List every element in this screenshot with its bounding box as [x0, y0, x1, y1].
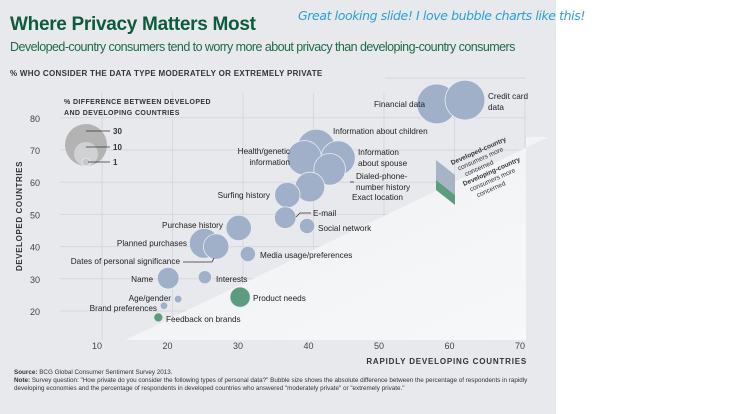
bubble-label: Name: [131, 275, 153, 284]
bubbles: [153, 79, 486, 323]
y-tick-label: 20: [30, 307, 40, 317]
bubble-label: Age/gender: [129, 294, 172, 303]
bubble-feedback-on-brands[interactable]: [153, 312, 164, 323]
bubble-label: Information about children: [333, 127, 428, 136]
bubble-label: Interests: [216, 275, 247, 284]
x-tick-label: 40: [303, 341, 313, 351]
x-tick-label: 30: [233, 341, 243, 351]
bubble-label: Social network: [318, 224, 372, 233]
size-legend-label-10: 10: [113, 143, 122, 152]
bubble-label: Purchase history: [162, 221, 224, 230]
size-legend-title-2: AND DEVELOPING COUNTRIES: [64, 110, 180, 117]
bubble-label: Media usage/preferences: [260, 251, 352, 260]
bubble-label: Planned purchases: [117, 239, 187, 248]
developing-region-swatch: [436, 180, 455, 205]
bubble-label: Health/genetic information: [238, 147, 291, 167]
bubble-label: Brand preferences: [90, 304, 157, 313]
bubble-surfing-history[interactable]: [274, 181, 301, 209]
bubble-purchase-history[interactable]: [225, 214, 252, 242]
bubble-label: Dates of personal significance: [71, 257, 181, 266]
chart-title: % WHO CONSIDER THE DATA TYPE MODERATELY …: [10, 69, 323, 78]
source-label: Source:: [14, 369, 38, 376]
x-axis-label: RAPIDLY DEVELOPING COUNTRIES: [366, 357, 527, 366]
bubble-e-mail[interactable]: [273, 206, 297, 229]
page-title: Where Privacy Matters Most: [10, 14, 256, 35]
y-tick-label: 80: [30, 114, 40, 124]
size-legend-title-1: % DIFFERENCE BETWEEN DEVELOPED: [64, 99, 211, 106]
x-tick-label: 70: [515, 341, 525, 351]
y-axis-label: DEVELOPED COUNTRIES: [15, 161, 24, 271]
y-tick-label: 70: [30, 146, 40, 156]
size-legend-bubble-10: [74, 142, 98, 166]
email-leader-line: [295, 212, 311, 218]
bubble-label: Feedback on brands: [166, 315, 241, 324]
size-legend-label-1: 1: [113, 158, 118, 167]
page-subtitle: Developed-country consumers tend to worr…: [10, 40, 515, 54]
bubble-label: Credit card data: [488, 92, 528, 112]
bubble-interests[interactable]: [197, 270, 212, 285]
x-tick-label: 50: [374, 341, 384, 351]
y-tick-label: 40: [30, 243, 40, 253]
size-legend-label-30: 30: [113, 127, 122, 136]
bubble-age-gender[interactable]: [173, 294, 183, 304]
bubble-label: Exact location: [352, 193, 403, 202]
y-tick-label: 30: [30, 275, 40, 285]
footer: Source: BCG Global Consumer Sentiment Su…: [14, 369, 544, 394]
source-text: BCG Global Consumer Sentiment Survey 201…: [39, 369, 173, 376]
note-text: Survey question: "How private do you con…: [14, 377, 528, 393]
bubble-label: Surfing history: [218, 191, 271, 200]
handwritten-note: Great looking slide! I love bubble chart…: [298, 8, 585, 23]
bubble-brand-preferences[interactable]: [159, 301, 169, 311]
note-label: Note:: [14, 377, 31, 385]
y-tick-label: 50: [30, 210, 40, 220]
x-tick-label: 10: [92, 341, 102, 351]
bubble-label: Financial data: [374, 100, 425, 109]
bubble-media-usage-preferences[interactable]: [239, 245, 256, 263]
developed-region-swatch: [436, 160, 455, 195]
bubble-label: Product needs: [253, 294, 306, 303]
y-tick-label: 60: [30, 178, 40, 188]
dates-leader-line: [183, 257, 215, 263]
x-tick-label: 20: [162, 341, 172, 351]
bubble-credit-card-data[interactable]: [444, 79, 486, 121]
bubble-label: Information about spouse: [358, 148, 408, 168]
size-legend: % DIFFERENCE BETWEEN DEVELOPED AND DEVEL…: [64, 99, 211, 167]
bubble-social-network[interactable]: [299, 217, 316, 235]
bubble-dates-of-personal-significance[interactable]: [203, 233, 230, 260]
bubble-label: E-mail: [313, 209, 336, 218]
bubble-product-needs[interactable]: [229, 286, 251, 308]
bubble-labels: Financial data Credit card data Information…: [71, 92, 529, 324]
bubble-name[interactable]: [156, 266, 180, 290]
x-tick-label: 60: [444, 341, 454, 351]
bubble-dialed-phone-number-history[interactable]: [313, 153, 346, 186]
bubble-label: Dialed-phone-number history: [356, 172, 411, 192]
